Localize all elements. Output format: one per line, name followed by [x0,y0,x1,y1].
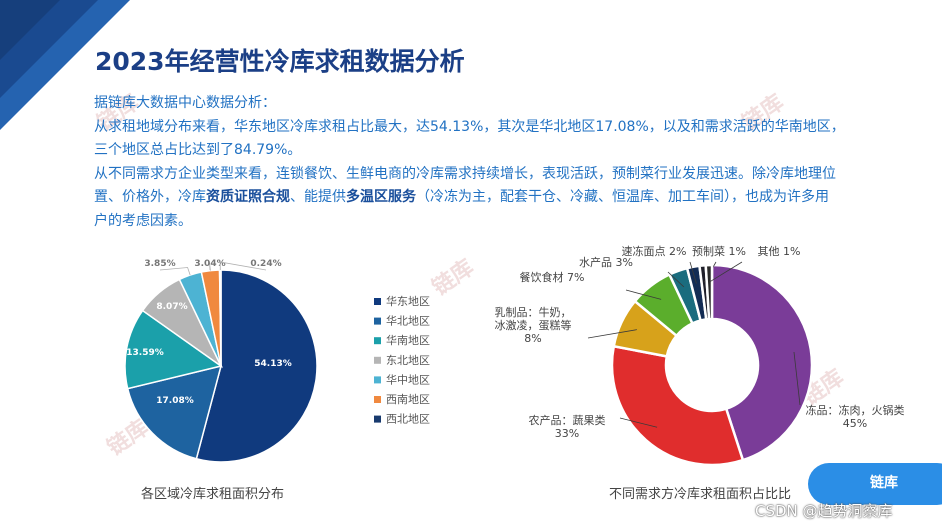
slice-label: 其他 1% [758,245,801,258]
brand-logo: 链库 [870,475,898,491]
legend-swatch [374,337,381,345]
leader-line [619,417,658,428]
analysis-line: 户的考虑因素。 [94,212,192,229]
leader-line [625,289,662,300]
highlight-multitemp: 多温区服务 [346,189,416,205]
legend-label: 西北地区 [386,413,430,426]
analysis-line: 从求租地域分布来看，华东地区冷库求租占比最大，达54.13%，其次是华北地区17… [94,118,845,135]
corner-decoration [0,0,140,140]
slice-value-label: 54.13% [254,359,292,369]
slice-value-label: 17.08% [156,396,194,406]
donut-slice [704,263,714,321]
slice-label: 速冻面点 2% [622,244,687,258]
slice-label: 冻品：冻肉，火锅类 45% [806,403,905,430]
legend-label: 华中地区 [386,372,430,386]
leader-line [667,271,685,288]
chart1-caption: 各区域冷库求租面积分布 [141,487,285,502]
highlight-compliance: 资质证照合规 [206,189,290,205]
slice-label: 农产品：蔬果类 33% [529,413,606,440]
legend-label: 华东地区 [386,294,430,308]
donut-slice [610,344,745,467]
legend-swatch [374,298,381,305]
page-title: 2023年经营性冷库求租数据分析 [95,47,465,76]
slice-value-label: 0.24% [250,259,281,269]
analysis-line: 三个地区总占比达到了84.79%。 [94,142,302,158]
legend-swatch [374,317,381,325]
analysis-line: 从不同需求方企业类型来看，连锁餐饮、生鲜电商的冷库需求持续增长，表现活跃，预制菜… [94,165,836,182]
leader-line [159,267,191,276]
chart2-caption: 不同需求方冷库求租面积占比比 [609,487,792,502]
legend-label: 华南地区 [386,333,430,347]
legend-swatch [374,415,381,423]
legend-label: 东北地区 [386,354,430,367]
slice-label: 水产品 3% [579,255,633,269]
leader-line [793,351,801,406]
legend-swatch [374,376,381,384]
leader-line [709,261,743,283]
slice-value-label: 3.85% [144,259,175,269]
donut-slice [710,263,814,462]
pie-slice [218,269,222,367]
slice-value-label: 3.04% [194,259,225,269]
analysis-text: 据链库大数据中心数据分析： 从求租地域分布来看，华东地区冷库求租占比最大，达54… [94,92,889,233]
slice-label: 乳制品：牛奶，冰激凌，蛋糕等 8% [495,305,572,345]
legend-swatch [374,396,381,403]
slice-value-label: 8.07% [156,302,187,312]
csdn-credit: CSDN @趋势洞察库 [755,502,893,520]
leader-line [209,262,211,271]
analysis-intro: 据链库大数据中心数据分析： [94,95,276,111]
slice-label: 预制菜 1% [692,245,746,258]
legend-swatch [374,356,381,364]
leader-line [219,261,267,271]
leader-line [689,261,697,284]
slice-label: 餐饮食材 7% [520,270,585,284]
slice-value-label: 13.59% [126,348,164,358]
region-pie-chart: 54.13% 17.08% 13.59% 8.07% 3.85% 3.04% 0.24% 华东… [124,259,430,463]
pie-slice [126,364,223,460]
legend-label: 西南地区 [386,393,430,406]
brand-button[interactable] [808,463,942,505]
pie-slice [124,309,223,390]
pie-slice [195,269,318,463]
leader-line [587,329,637,339]
analysis-line: 置、价格外，冷库资质证照合规、能提供多温区服务（冷冻为主，配套干仓、冷藏、恒温库… [94,189,829,205]
legend-label: 华北地区 [386,314,430,328]
